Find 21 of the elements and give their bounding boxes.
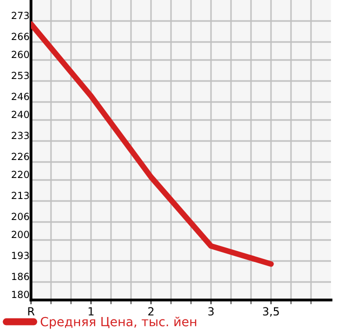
y-tick-label: 240 [12, 110, 29, 118]
y-tick-label: 260 [12, 50, 29, 58]
y-tick-label: 200 [12, 230, 29, 238]
y-tick-label: 233 [12, 132, 29, 140]
y-tick-label: 186 [12, 272, 29, 280]
y-tick-label: 273 [12, 12, 29, 20]
legend-label: Средняя Цена, тыс. йен [40, 316, 196, 329]
y-tick-label: 266 [12, 32, 29, 40]
y-tick-label: 193 [12, 252, 29, 260]
x-tick-label: R [28, 307, 35, 316]
y-tick-label: 180 [12, 290, 29, 298]
x-tick-label: 3,5 [263, 307, 279, 317]
y-tick-label: 246 [12, 92, 29, 100]
y-tick-label: 206 [12, 212, 29, 220]
x-tick-label: 2 [148, 307, 154, 316]
y-tick-label: 226 [12, 152, 29, 160]
y-tick-label: 213 [12, 192, 29, 200]
x-tick-label: 3 [208, 307, 214, 316]
y-tick-label: 253 [12, 72, 29, 80]
x-tick-label: 1 [88, 307, 94, 316]
y-tick-label: 220 [12, 170, 29, 178]
